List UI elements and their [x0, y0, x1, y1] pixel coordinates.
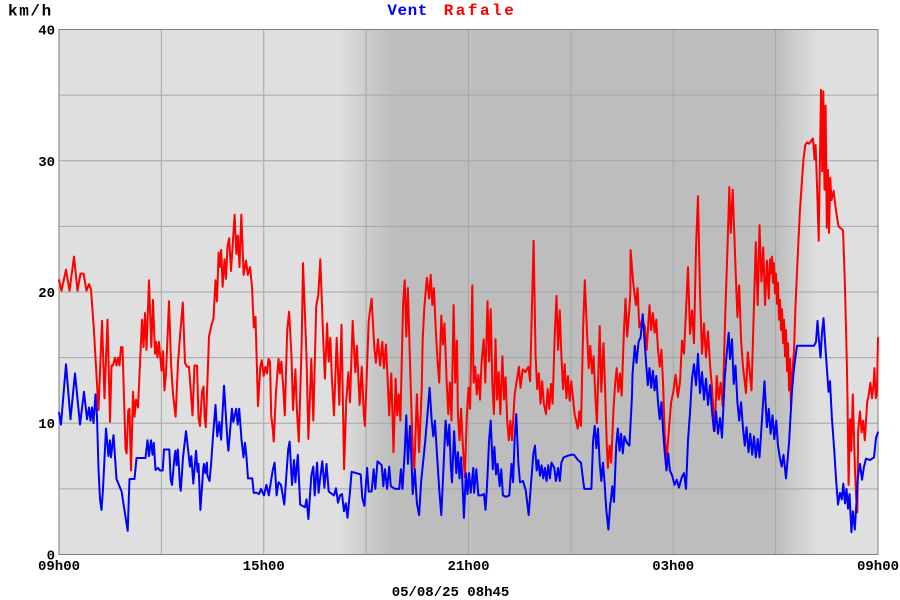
- svg-text:03h00: 03h00: [652, 559, 694, 575]
- svg-text:15h00: 15h00: [243, 559, 285, 575]
- svg-text:10: 10: [38, 417, 55, 433]
- svg-text:21h00: 21h00: [447, 559, 489, 575]
- svg-text:0: 0: [47, 549, 55, 565]
- svg-text:Rafale: Rafale: [444, 2, 517, 20]
- svg-text:05/08/25 08h45: 05/08/25 08h45: [392, 585, 510, 600]
- svg-text:20: 20: [38, 286, 55, 302]
- svg-text:30: 30: [38, 155, 55, 171]
- svg-text:km/h: km/h: [8, 3, 53, 21]
- svg-text:40: 40: [38, 24, 55, 40]
- svg-text:09h00: 09h00: [38, 559, 80, 575]
- svg-text:09h00: 09h00: [857, 559, 899, 575]
- svg-text:Vent: Vent: [387, 2, 427, 20]
